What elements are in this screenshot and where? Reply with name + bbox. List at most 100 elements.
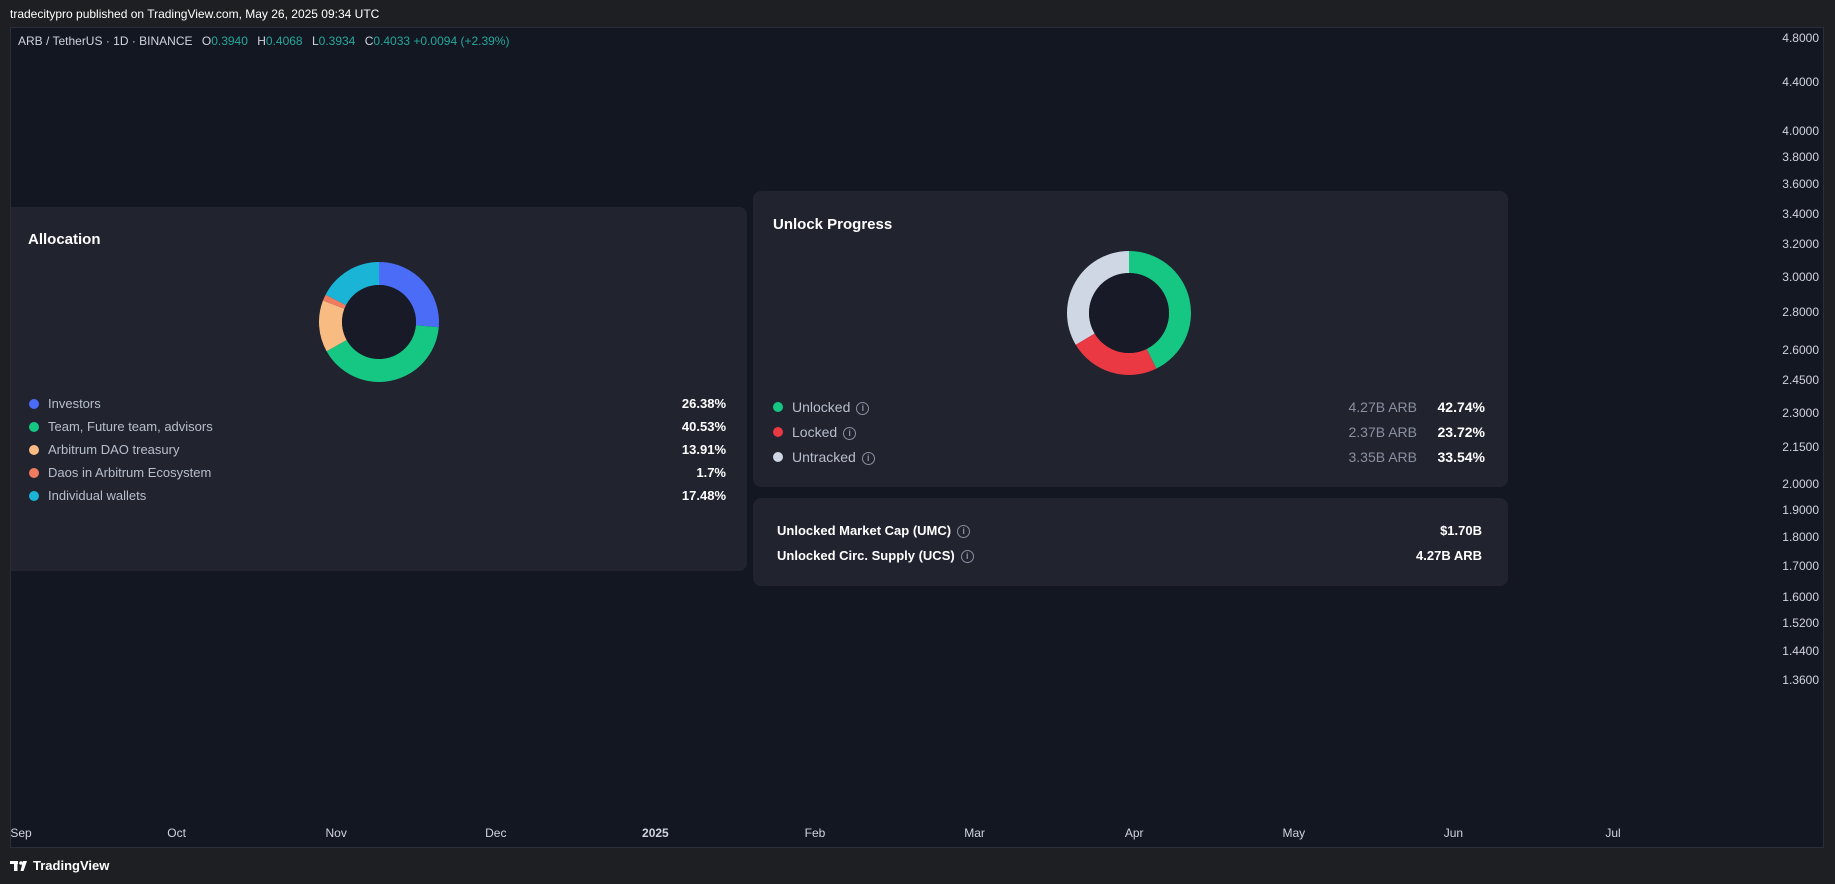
time-tick-label: Jun <box>1443 826 1464 840</box>
high-key: H <box>257 34 266 48</box>
allocation-panel: Allocation Investors 26.38% Team, Future t… <box>11 207 747 571</box>
legend-item: Investors 26.38% <box>29 394 726 414</box>
legend-item: Individual wallets 17.48% <box>29 486 726 506</box>
info-icon[interactable]: i <box>861 452 875 465</box>
allocation-donut-chart <box>319 262 439 382</box>
price-tick-label: 2.0000 <box>1782 476 1819 491</box>
time-tick-label: May <box>1282 826 1306 840</box>
legend-item: Arbitrum DAO treasury 13.91% <box>29 440 726 460</box>
metric-value: $1.70B <box>1440 523 1482 538</box>
change-value: +0.0094 (+2.39%) <box>413 34 510 48</box>
legend-item: Untracked i 3.35B ARB 33.54% <box>773 447 1485 467</box>
legend-label: Unlocked i <box>792 399 870 415</box>
donut-slice[interactable] <box>1067 251 1129 345</box>
legend-label: Daos in Arbitrum Ecosystem <box>48 465 212 480</box>
low-key: L <box>311 34 319 48</box>
price-tick-label: 1.5200 <box>1782 616 1819 631</box>
time-tick-label: Oct <box>167 826 186 840</box>
legend-amount: 3.35B ARB <box>1348 449 1418 465</box>
donut-slice[interactable] <box>319 300 347 352</box>
publisher-line: tradecitypro published on TradingView.co… <box>10 7 380 21</box>
time-tick-label: Apr <box>1124 826 1144 840</box>
info-icon[interactable]: i <box>843 427 857 440</box>
legend-label: Untracked i <box>792 449 875 465</box>
donut-hole <box>1089 273 1169 353</box>
price-tick-label: 2.4500 <box>1782 373 1819 388</box>
chart-frame[interactable]: ARB / TetherUS · 1D · BINANCE O0.3940 H0… <box>10 27 1824 848</box>
donut-slice[interactable] <box>325 262 379 306</box>
time-tick-label: Sep <box>10 826 32 840</box>
price-tick-label: 2.3000 <box>1782 405 1819 420</box>
legend-color-dot <box>773 427 783 437</box>
price-tick-label: 1.3600 <box>1782 673 1819 687</box>
legend-color-dot <box>29 491 39 501</box>
price-tick-label: 4.4000 <box>1782 75 1819 90</box>
legend-label: Individual wallets <box>48 488 147 503</box>
donut-slice[interactable] <box>322 294 347 309</box>
unlock-progress-panel: Unlock Progress Unlocked i 4.27B ARB 42.74%… <box>753 191 1508 487</box>
legend-color-dot <box>773 452 783 462</box>
info-icon[interactable]: i <box>856 402 870 415</box>
donut-slice[interactable] <box>326 325 439 382</box>
unlock-progress-title: Unlock Progress <box>773 216 893 233</box>
footer-brand[interactable]: TradingView <box>33 858 110 873</box>
open-key: O <box>201 34 212 48</box>
unlock-metrics-panel: Unlocked Market Cap (UMC) i $1.70B Unlock… <box>753 498 1508 586</box>
legend-item: Locked i 2.37B ARB 23.72% <box>773 422 1485 442</box>
donut-slice[interactable] <box>1075 333 1157 375</box>
legend-amount: 4.27B ARB <box>1348 399 1418 415</box>
metric-label: Unlocked Market Cap (UMC) i <box>777 523 971 538</box>
legend-item: Unlocked i 4.27B ARB 42.74% <box>773 397 1485 417</box>
price-tick-label: 3.0000 <box>1782 270 1819 285</box>
time-tick-label: Dec <box>485 826 507 840</box>
open-value: 0.3940 <box>211 34 248 48</box>
donut-slice[interactable] <box>379 262 439 328</box>
price-tick-label: 1.6000 <box>1782 590 1819 605</box>
donut-slice[interactable] <box>1129 251 1191 369</box>
legend-color-dot <box>29 422 39 432</box>
legend-label: Team, Future team, advisors <box>48 419 213 434</box>
price-tick-label: 4.0000 <box>1782 123 1819 138</box>
time-tick-label: Jul <box>1605 826 1621 840</box>
tradingview-logo-icon <box>10 861 27 871</box>
publisher-bar: tradecitypro published on TradingView.co… <box>0 0 1835 27</box>
legend-percent: 17.48% <box>681 488 726 503</box>
price-tick-label: 1.7000 <box>1782 559 1819 574</box>
legend-color-dot <box>29 445 39 455</box>
time-tick-label: 2025 <box>642 826 669 840</box>
legend-item: Daos in Arbitrum Ecosystem 1.7% <box>29 463 726 483</box>
metric-label: Unlocked Circ. Supply (UCS) i <box>777 548 974 563</box>
donut-hole <box>342 285 416 359</box>
price-tick-label: 1.4400 <box>1782 643 1819 658</box>
close-key: C <box>364 34 374 48</box>
legend-label: Arbitrum DAO treasury <box>48 442 180 457</box>
price-axis[interactable]: 4.8000 4.4000 4.0000 3.8000 3.6000 3.4000 3.20… <box>1771 28 1823 818</box>
symbol-legend[interactable]: ARB / TetherUS · 1D · BINANCE O0.3940 H0… <box>18 34 509 48</box>
info-icon[interactable]: i <box>957 525 971 538</box>
low-value: 0.3934 <box>318 34 356 48</box>
info-icon[interactable]: i <box>960 550 974 563</box>
time-tick-label: Mar <box>964 826 985 840</box>
price-tick-label: 3.8000 <box>1782 149 1819 164</box>
legend-color-dot <box>29 468 39 478</box>
metric-row-umc: Unlocked Market Cap (UMC) i $1.70B <box>777 521 1482 543</box>
footer-bar: TradingView <box>0 848 1835 884</box>
price-tick-label: 2.1500 <box>1782 439 1819 454</box>
price-tick-label: 1.8000 <box>1782 530 1819 545</box>
price-tick-label: 1.9000 <box>1782 502 1819 517</box>
legend-color-dot <box>773 402 783 412</box>
price-tick-label: 2.6000 <box>1782 343 1819 358</box>
legend-percent: 13.91% <box>681 442 726 457</box>
legend-percent: 42.74% <box>1437 399 1485 415</box>
price-tick-label: 3.6000 <box>1782 177 1819 192</box>
time-axis[interactable]: Sep Oct Nov Dec 2025 Feb Mar Apr May Jun Jul <box>10 818 1771 847</box>
legend-label: Locked i <box>792 424 857 440</box>
symbol-name: ARB / TetherUS · 1D · BINANCE <box>18 34 193 48</box>
legend-item: Team, Future team, advisors 40.53% <box>29 417 726 437</box>
high-value: 0.4068 <box>265 34 303 48</box>
time-tick-label: Feb <box>804 826 826 840</box>
price-tick-label: 3.2000 <box>1782 237 1819 252</box>
time-tick-label: Nov <box>325 826 347 840</box>
legend-percent: 40.53% <box>681 419 726 434</box>
price-tick-label: 2.8000 <box>1782 305 1819 320</box>
